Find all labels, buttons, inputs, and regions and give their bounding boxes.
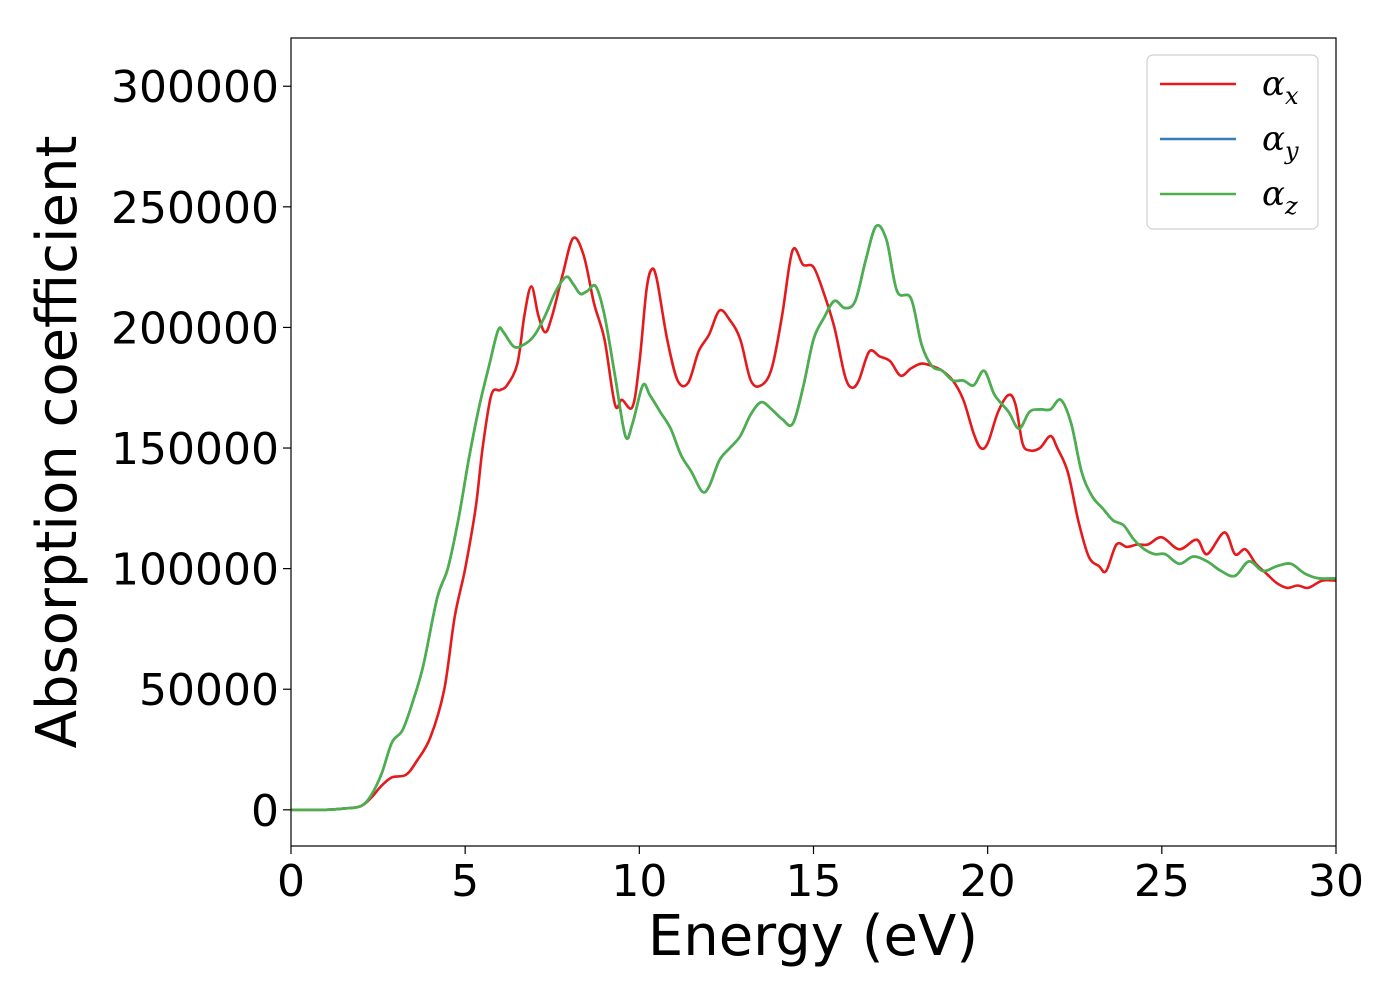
y-axis-label: Absorption coefficient — [25, 136, 90, 749]
x-tick-label: 5 — [451, 856, 479, 907]
y-axis: 0 50000 100000 150000 200000 250000 300000 — [111, 62, 291, 837]
series-layer — [291, 224, 1336, 812]
x-tick-label: 0 — [277, 856, 305, 907]
x-tick-label: 20 — [960, 856, 1016, 907]
y-tick-label: 100000 — [111, 545, 279, 596]
y-tick-label: 150000 — [111, 424, 279, 475]
y-tick-label: 200000 — [111, 303, 279, 354]
y-tick-label: 300000 — [111, 62, 279, 113]
x-tick-label: 10 — [611, 856, 667, 907]
x-tick-label: 30 — [1308, 856, 1364, 907]
series-line-x — [291, 236, 1336, 812]
x-tick-label: 25 — [1134, 856, 1190, 907]
legend-subscript: y — [1284, 137, 1299, 165]
x-tick-label: 15 — [786, 856, 842, 907]
y-tick-label: 0 — [251, 786, 279, 837]
legend-subscript: z — [1284, 192, 1298, 220]
x-axis-label: Energy (eV) — [648, 904, 978, 969]
y-tick-label: 250000 — [111, 183, 279, 234]
y-tick-label: 50000 — [139, 665, 279, 716]
x-axis: 0 5 10 15 20 25 30 — [277, 846, 1364, 907]
legend-box — [1146, 54, 1319, 230]
legend-subscript: x — [1285, 82, 1299, 110]
series-line-z — [291, 224, 1336, 812]
